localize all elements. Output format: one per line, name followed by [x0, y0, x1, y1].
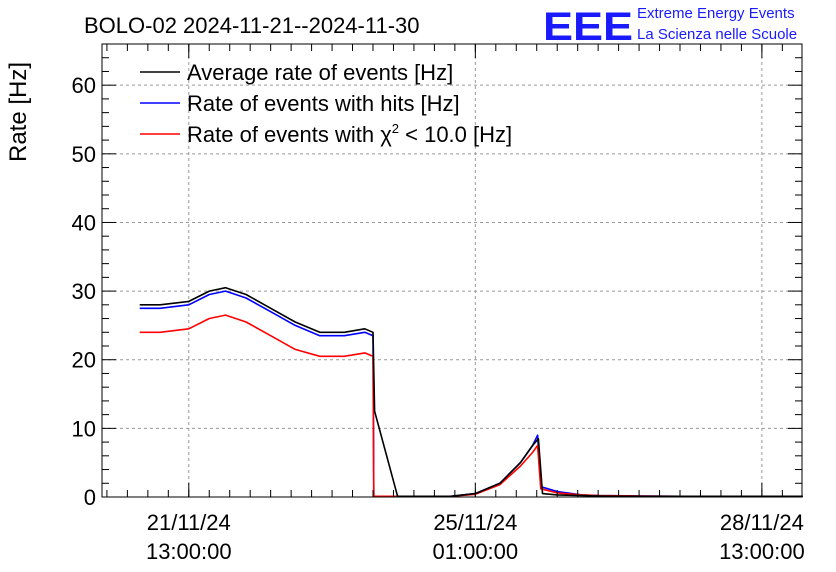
axes-layer: 0 10 20 30 40 50 60 21/11/24 13:00:00 25/11/24 01:… — [72, 44, 805, 564]
series-line-2 — [139, 286, 803, 498]
x-tick-label-date: 25/11/24 — [433, 510, 517, 535]
x-tick-label-time: 01:00:00 — [433, 539, 519, 564]
y-tick-label: 20 — [72, 348, 96, 373]
x-tick-label-time: 13:00:00 — [719, 539, 805, 564]
y-tick-label: 40 — [72, 210, 96, 235]
legend: Average rate of events [Hz] Rate of even… — [140, 60, 512, 147]
x-tick-label-time: 13:00:00 — [146, 539, 232, 564]
series-line-0 — [139, 290, 803, 498]
y-tick-label: 60 — [72, 73, 96, 98]
y-tick-label: 30 — [72, 279, 96, 304]
y-tick-label: 10 — [72, 416, 96, 441]
y-tick-label: 50 — [72, 142, 96, 167]
y-tick-label: 0 — [84, 485, 96, 510]
legend-label-average: Average rate of events [Hz] — [187, 60, 453, 85]
legend-label-chi2: Rate of events with χ2 < 10.0 [Hz] — [187, 121, 512, 147]
grid — [102, 44, 802, 497]
series-line-1 — [139, 314, 803, 498]
legend-label-hits: Rate of events with hits [Hz] — [187, 91, 460, 116]
plot-frame — [101, 43, 803, 498]
series-layer — [139, 286, 803, 498]
y-axis-label: Rate [Hz] — [5, 62, 32, 162]
logo-line2: La Scienza nelle Scuole — [637, 26, 797, 43]
eee-logo: EEE Extreme Energy Events La Scienza nel… — [543, 5, 797, 49]
logo-letters: EEE — [543, 5, 633, 49]
logo-line1: Extreme Energy Events — [637, 5, 795, 22]
x-tick-label-date: 28/11/24 — [720, 510, 804, 535]
chart-title: BOLO-02 2024-11-21--2024-11-30 — [84, 13, 420, 38]
x-tick-label-date: 21/11/24 — [147, 510, 231, 535]
